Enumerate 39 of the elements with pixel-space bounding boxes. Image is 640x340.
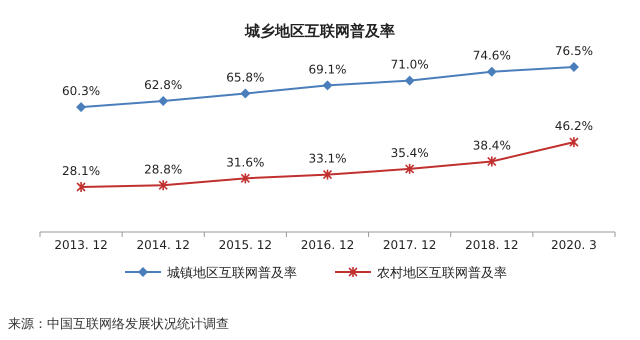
x-tick-label: 2016. 12 bbox=[300, 238, 354, 252]
data-label: 33.1% bbox=[308, 152, 347, 166]
x-tick-label: 2017. 12 bbox=[382, 238, 436, 252]
point bbox=[158, 96, 168, 106]
data-label: 62.8% bbox=[144, 78, 182, 92]
point bbox=[322, 168, 332, 180]
data-label: 60.3% bbox=[62, 84, 100, 98]
point bbox=[240, 88, 250, 99]
data-label: 46.2% bbox=[554, 119, 593, 134]
data-label: 28.8% bbox=[144, 162, 182, 176]
x-tick-label: 2018. 12 bbox=[465, 238, 519, 252]
point bbox=[158, 179, 168, 192]
x-tick-label: 2014. 12 bbox=[136, 238, 190, 252]
legend-label: 农村地区互联网普及率 bbox=[377, 265, 507, 281]
point bbox=[322, 80, 332, 90]
data-label: 71.0% bbox=[390, 58, 429, 72]
chart-title: 城乡地区互联网普及率 bbox=[244, 22, 395, 40]
point bbox=[404, 163, 414, 175]
data-label: 38.4% bbox=[472, 138, 511, 152]
point bbox=[486, 66, 497, 77]
point bbox=[569, 136, 579, 148]
point bbox=[76, 102, 86, 112]
x-tick-label: 2015. 12 bbox=[218, 238, 272, 252]
point bbox=[486, 156, 497, 168]
data-label: 74.6% bbox=[472, 48, 511, 63]
point bbox=[240, 172, 250, 184]
data-label: 69.1% bbox=[308, 62, 347, 76]
data-label: 28.1% bbox=[62, 164, 100, 178]
x-tick-label: 2020. 3 bbox=[551, 238, 597, 252]
point bbox=[568, 62, 579, 72]
data-label: 76.5% bbox=[554, 44, 593, 58]
point bbox=[76, 181, 86, 193]
data-label: 65.8% bbox=[226, 70, 264, 85]
point bbox=[404, 76, 415, 86]
legend-label: 城镇地区互联网普及率 bbox=[166, 265, 297, 281]
data-label: 35.4% bbox=[390, 146, 429, 160]
data-label: 31.6% bbox=[226, 155, 264, 170]
source-note: 来源：中国互联网络发展状况统计调查 bbox=[8, 317, 229, 332]
x-tick-label: 2013. 12 bbox=[54, 238, 108, 252]
